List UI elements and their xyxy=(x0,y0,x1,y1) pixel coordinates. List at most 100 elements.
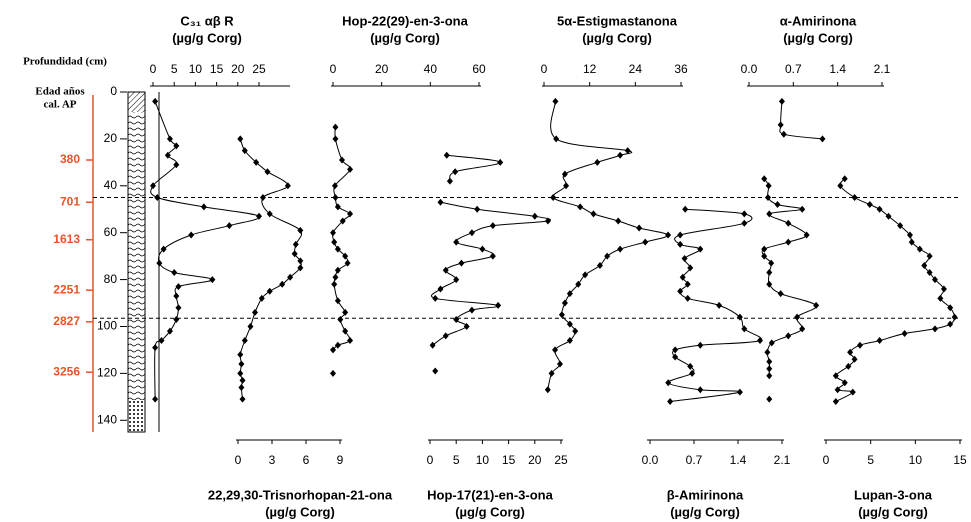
data-point xyxy=(474,205,481,213)
data-point xyxy=(544,386,551,394)
data-point xyxy=(689,369,696,377)
data-point xyxy=(636,224,643,232)
data-point xyxy=(253,158,260,166)
data-point xyxy=(468,229,475,237)
data-point xyxy=(908,238,915,246)
x-tick-label: 25 xyxy=(554,453,568,467)
data-point xyxy=(596,262,603,270)
panel-subtitle: (µg/g Corg) xyxy=(370,30,440,45)
data-point xyxy=(566,337,573,345)
data-point xyxy=(239,395,246,403)
y-tick-label: 40 xyxy=(104,178,118,192)
data-point xyxy=(552,97,559,105)
data-point xyxy=(241,147,248,155)
data-point xyxy=(152,97,159,105)
data-point xyxy=(697,341,704,349)
panel-subtitle: (µg/g Corg) xyxy=(582,30,652,45)
data-point xyxy=(940,285,947,293)
data-point xyxy=(677,231,684,239)
data-point xyxy=(768,339,775,347)
data-point xyxy=(851,194,858,202)
data-point xyxy=(766,365,773,373)
data-point xyxy=(851,355,858,363)
age-tick-label: 2251 xyxy=(53,282,80,296)
data-point xyxy=(452,168,459,176)
data-point xyxy=(832,398,839,406)
data-point xyxy=(556,360,563,368)
data-point xyxy=(347,337,354,345)
data-point xyxy=(785,332,792,340)
data-point xyxy=(672,353,679,361)
data-point xyxy=(765,194,771,202)
x-tick-label: 24 xyxy=(629,62,643,76)
x-tick-label: 12 xyxy=(583,62,597,76)
data-point xyxy=(279,280,286,288)
age-tick-label: 701 xyxy=(60,194,80,208)
data-point xyxy=(442,332,449,340)
x-tick-label: 0 xyxy=(427,453,434,467)
data-point xyxy=(558,311,565,319)
x-tick-label: 20 xyxy=(231,62,245,76)
data-point xyxy=(813,301,820,309)
data-point xyxy=(785,238,792,246)
profile-line xyxy=(762,101,822,399)
panel-title: 22,29,30-Trisnorhopan-21-ona xyxy=(208,487,393,502)
data-point xyxy=(841,379,848,387)
x-tick-label: 0 xyxy=(235,453,242,467)
data-point xyxy=(156,259,163,267)
data-point xyxy=(947,320,954,328)
y-tick-label: 80 xyxy=(104,272,118,286)
panel-title: C₃₁ αβ R xyxy=(180,13,234,28)
panel-subtitle: (µg/g Corg) xyxy=(670,504,740,519)
x-tick-label: 40 xyxy=(424,62,438,76)
data-point xyxy=(297,264,304,272)
data-point xyxy=(803,231,810,239)
data-point xyxy=(489,252,496,260)
data-point xyxy=(761,252,768,260)
data-point xyxy=(154,194,161,202)
data-point xyxy=(766,372,773,380)
data-point xyxy=(330,346,336,354)
profile-line xyxy=(239,138,303,400)
data-point xyxy=(684,294,691,302)
data-point xyxy=(287,273,294,281)
depth-title: Profundidad (cm) xyxy=(23,56,107,68)
x-tick-label: 0 xyxy=(823,453,830,467)
data-point xyxy=(677,240,684,248)
data-point xyxy=(241,337,248,345)
data-point xyxy=(332,194,339,202)
data-point xyxy=(266,210,273,218)
data-point xyxy=(550,194,557,202)
data-point xyxy=(553,135,560,143)
data-point xyxy=(331,238,338,246)
data-point xyxy=(332,273,339,281)
data-point xyxy=(677,287,684,295)
data-point xyxy=(577,203,584,211)
data-point xyxy=(239,376,246,384)
data-point xyxy=(937,294,944,302)
x-tick-label: 0.7 xyxy=(785,62,802,76)
y-tick-label: 140 xyxy=(97,412,117,426)
data-point xyxy=(150,182,156,190)
y-tick-label: 20 xyxy=(104,131,118,145)
data-point xyxy=(334,266,341,274)
data-point xyxy=(845,362,852,370)
data-point xyxy=(332,135,339,143)
data-point xyxy=(334,203,341,211)
data-point xyxy=(443,151,450,159)
data-point xyxy=(617,245,624,253)
data-point xyxy=(766,269,773,277)
data-point xyxy=(819,135,826,143)
data-point xyxy=(173,315,180,323)
data-point xyxy=(489,222,496,230)
data-point xyxy=(761,175,768,183)
data-point xyxy=(687,264,694,272)
data-point xyxy=(238,383,245,391)
data-point xyxy=(931,276,938,284)
data-point xyxy=(951,313,958,321)
data-point xyxy=(901,330,908,338)
x-tick-label: 9 xyxy=(337,453,344,467)
x-tick-label: 2.1 xyxy=(874,62,891,76)
panel-title: Hop-22(29)-en-3-ona xyxy=(342,13,468,28)
